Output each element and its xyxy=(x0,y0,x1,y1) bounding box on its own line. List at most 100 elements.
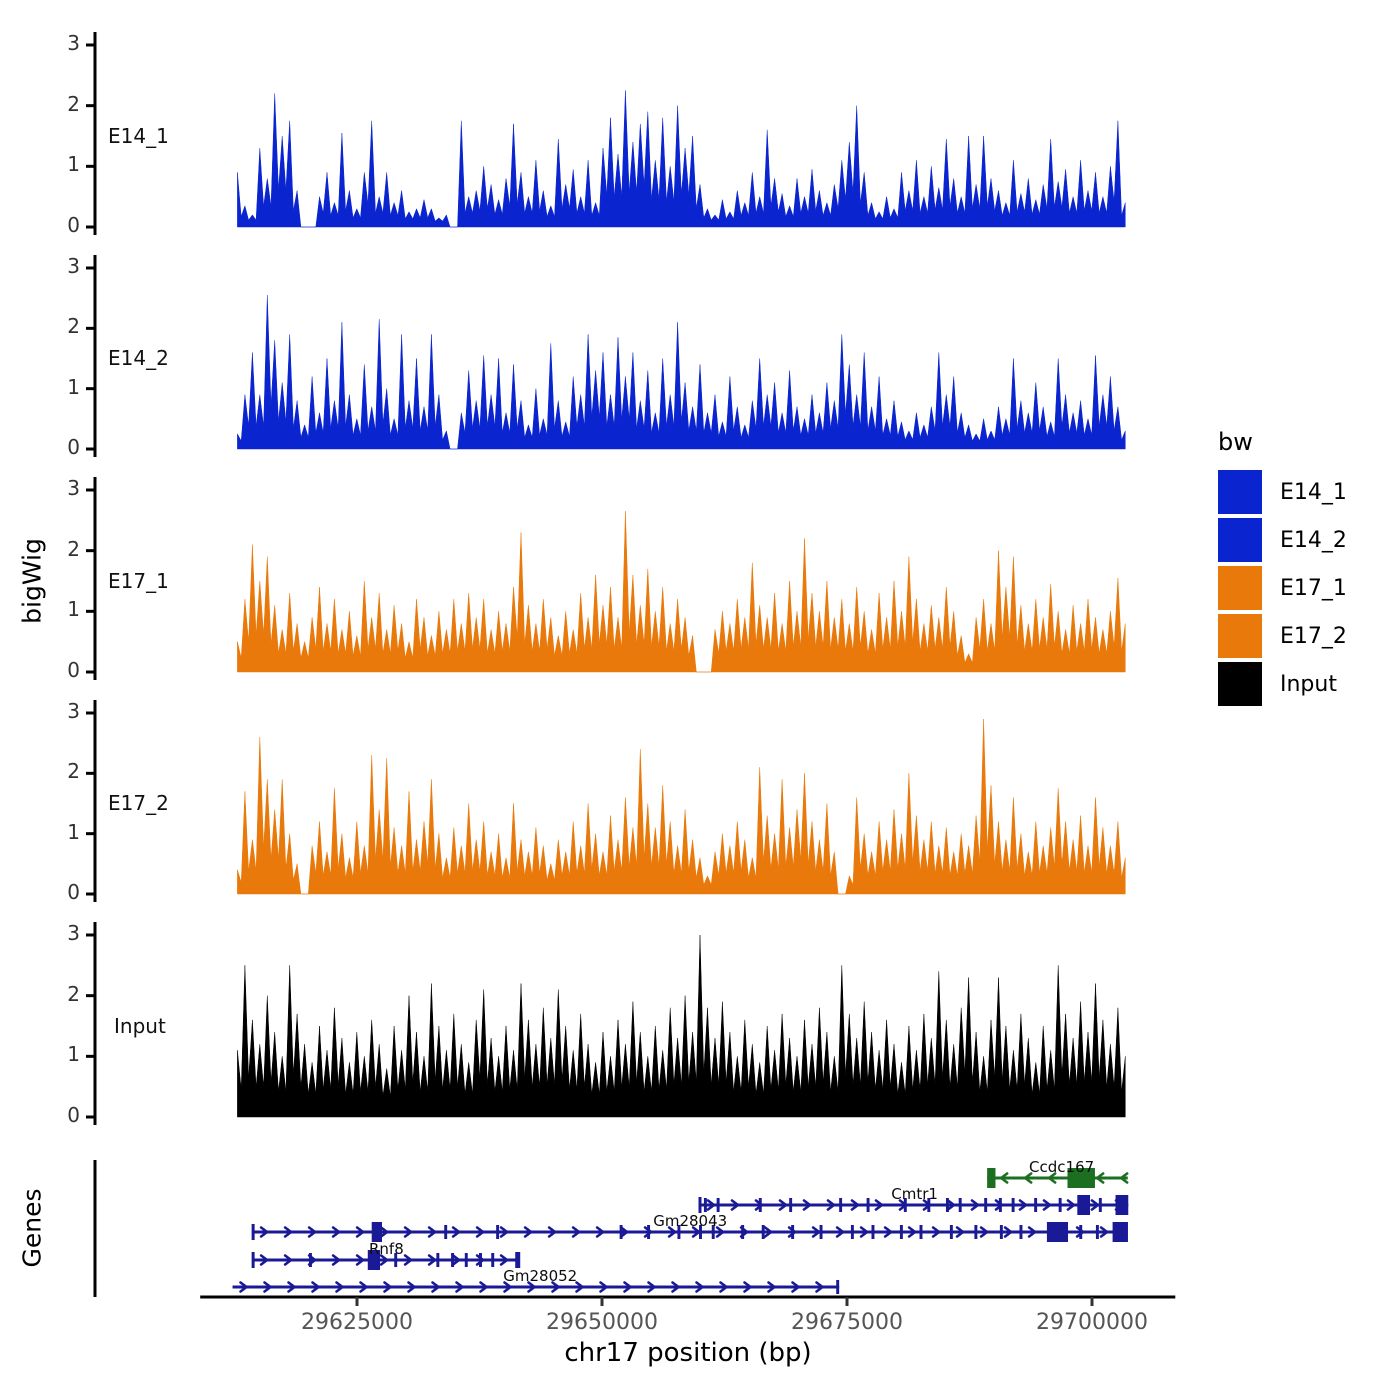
strand-arrow-icon xyxy=(647,1281,656,1293)
gene-label-Cmtr1: Cmtr1 xyxy=(891,1185,938,1203)
gene-exon xyxy=(927,1198,931,1212)
strand-arrow-icon xyxy=(994,1199,1004,1211)
strand-arrow-icon xyxy=(1099,1226,1109,1238)
track-label-e17-2: E17_2 xyxy=(108,791,169,815)
legend-swatch-e17-1 xyxy=(1218,566,1262,610)
legend-item-e17-1: E17_1 xyxy=(1218,566,1347,610)
y-tick-label: 3 xyxy=(67,476,80,500)
strand-arrow-icon xyxy=(1119,1172,1129,1184)
gene-exon xyxy=(1112,1222,1128,1242)
strand-arrow-icon xyxy=(331,1226,341,1238)
y-axis-title: bigWig xyxy=(17,538,47,624)
strand-arrow-icon xyxy=(850,1199,860,1211)
gene-exon xyxy=(999,1225,1003,1239)
strand-arrow-icon xyxy=(715,1226,725,1238)
strand-arrow-icon xyxy=(355,1226,365,1238)
y-tick-label: 0 xyxy=(67,435,80,459)
strand-arrow-icon xyxy=(802,1199,812,1211)
legend-item-e14-1: E14_1 xyxy=(1218,470,1347,514)
gene-exon xyxy=(1011,1198,1015,1212)
legend-swatch-e14-2 xyxy=(1218,518,1262,562)
gene-exon xyxy=(496,1225,500,1239)
gene-exon xyxy=(371,1222,382,1242)
strand-arrow-icon xyxy=(383,1281,392,1293)
gene-exon xyxy=(619,1225,623,1239)
legend-item-input: Input xyxy=(1218,662,1347,706)
x-axis-title: chr17 position (bp) xyxy=(564,1338,812,1368)
gene-exon xyxy=(866,1198,870,1212)
y-tick-label: 3 xyxy=(67,921,80,945)
gene-exon xyxy=(479,1253,482,1267)
genes-panel-title: Genes xyxy=(17,1188,47,1268)
y-tick-label: 1 xyxy=(67,1042,80,1067)
strand-arrow-icon xyxy=(763,1226,773,1238)
strand-arrow-icon xyxy=(619,1226,629,1238)
strand-arrow-icon xyxy=(1003,1226,1013,1238)
gene-exon xyxy=(464,1253,468,1267)
gene-label-Rnf8: Rnf8 xyxy=(369,1240,404,1258)
strand-arrow-icon xyxy=(259,1254,269,1266)
strand-arrow-icon xyxy=(743,1281,752,1293)
gene-exon xyxy=(436,1253,440,1267)
legend-item-e17-2: E17_2 xyxy=(1218,614,1347,658)
gene-exon xyxy=(1079,1225,1083,1239)
gene-start-bar xyxy=(698,1197,702,1213)
strand-arrow-icon xyxy=(355,1254,365,1266)
strand-arrow-icon xyxy=(719,1281,728,1293)
strand-arrow-icon xyxy=(859,1226,869,1238)
gene-exon xyxy=(791,1225,795,1239)
strand-arrow-icon xyxy=(623,1281,632,1293)
x-tick-label: 29700000 xyxy=(1036,1310,1148,1335)
legend-label-e14-2: E14_2 xyxy=(1280,527,1347,553)
y-tick-label: 2 xyxy=(67,314,80,339)
gene-exon xyxy=(711,1225,715,1239)
strand-arrow-icon xyxy=(427,1254,437,1266)
strand-arrow-icon xyxy=(547,1226,557,1238)
y-tick-label: 1 xyxy=(67,597,80,622)
strand-arrow-icon xyxy=(263,1281,272,1293)
gene-exon xyxy=(836,1280,840,1294)
legend-label-e14-1: E14_1 xyxy=(1280,479,1347,505)
strand-arrow-icon xyxy=(571,1226,581,1238)
gene-exon xyxy=(394,1253,398,1267)
x-tick-label: 29650000 xyxy=(546,1310,658,1335)
y-tick-label: 3 xyxy=(67,254,80,278)
gene-exon xyxy=(491,1253,495,1267)
strand-arrow-icon xyxy=(791,1281,800,1293)
track-area-E14_1 xyxy=(237,90,1126,228)
gene-exon xyxy=(919,1225,923,1239)
track-area-Input xyxy=(237,934,1126,1118)
strand-arrow-icon xyxy=(970,1199,980,1211)
strand-arrow-icon xyxy=(599,1281,608,1293)
strand-arrow-icon xyxy=(499,1226,509,1238)
strand-arrow-icon xyxy=(979,1226,989,1238)
strand-arrow-icon xyxy=(787,1226,797,1238)
strand-arrow-icon xyxy=(523,1226,533,1238)
strand-arrow-icon xyxy=(946,1199,956,1211)
gene-exon xyxy=(998,1198,1002,1212)
track-label-e14-2: E14_2 xyxy=(108,346,169,370)
gene-exon xyxy=(987,1168,996,1188)
gene-exon xyxy=(1034,1198,1038,1212)
strand-arrow-icon xyxy=(730,1199,740,1211)
x-tick-label: 29675000 xyxy=(791,1310,903,1335)
strand-arrow-icon xyxy=(815,1281,824,1293)
strand-arrow-icon xyxy=(1095,1172,1105,1184)
strand-arrow-icon xyxy=(1090,1199,1100,1211)
gene-start-bar xyxy=(251,1224,255,1240)
track-area-E17_2 xyxy=(237,718,1126,895)
gene-exon xyxy=(761,1225,765,1239)
gene-exon xyxy=(899,1225,903,1239)
gene-label-Ccdc167: Ccdc167 xyxy=(1029,1158,1095,1176)
strand-arrow-icon xyxy=(407,1281,416,1293)
gene-exon xyxy=(1095,1225,1099,1239)
strand-arrow-icon xyxy=(379,1254,389,1266)
strand-arrow-icon xyxy=(551,1281,560,1293)
track-label-e14-1: E14_1 xyxy=(108,124,169,148)
y-tick-label: 2 xyxy=(67,759,80,784)
gene-exon xyxy=(958,1198,962,1212)
gene-label-Gm28043: Gm28043 xyxy=(653,1212,728,1230)
gene-exon xyxy=(984,1198,988,1212)
